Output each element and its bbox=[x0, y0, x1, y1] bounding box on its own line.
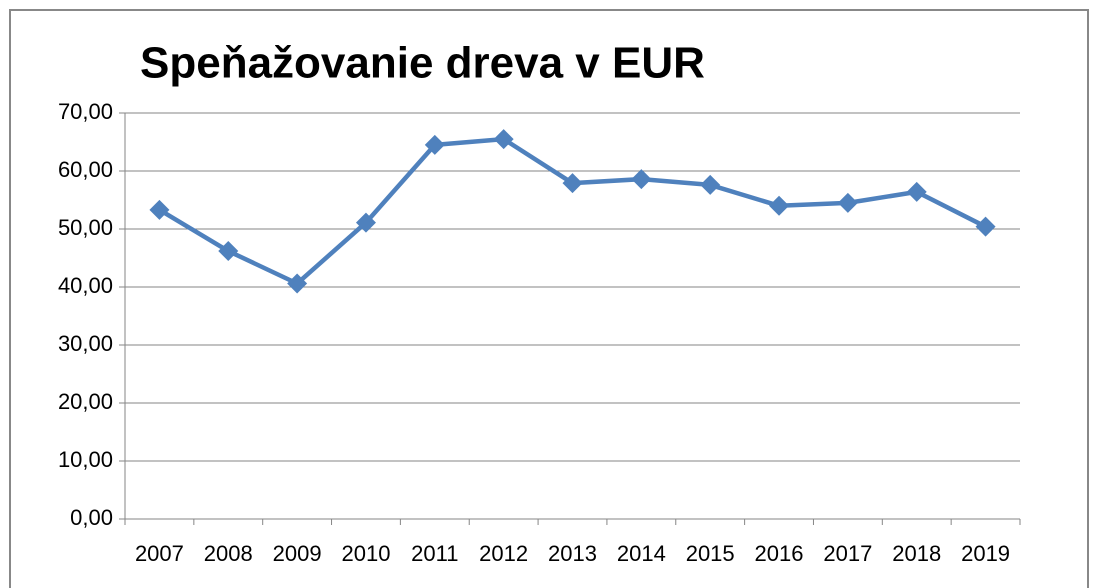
marker bbox=[769, 195, 790, 216]
marker bbox=[355, 212, 376, 233]
y-tick-label: 70,00 bbox=[58, 99, 113, 124]
chart-frame bbox=[9, 9, 1089, 588]
marker bbox=[424, 134, 445, 155]
x-tick-label: 2015 bbox=[686, 541, 735, 566]
y-tick-label: 30,00 bbox=[58, 331, 113, 356]
x-tick-label: 2014 bbox=[617, 541, 666, 566]
x-tick-label: 2008 bbox=[204, 541, 253, 566]
marker bbox=[700, 174, 721, 195]
x-tick-label: 2018 bbox=[892, 541, 941, 566]
marker bbox=[975, 216, 996, 237]
y-tick-label: 20,00 bbox=[58, 389, 113, 414]
y-tick-label: 10,00 bbox=[58, 447, 113, 472]
marker bbox=[218, 241, 239, 262]
x-tick-label: 2017 bbox=[823, 541, 872, 566]
x-tick-label: 2016 bbox=[755, 541, 804, 566]
x-tick-label: 2011 bbox=[411, 541, 458, 566]
marker bbox=[906, 181, 927, 202]
marker bbox=[562, 173, 583, 194]
x-tick-label: 2012 bbox=[479, 541, 528, 566]
y-tick-label: 40,00 bbox=[58, 273, 113, 298]
marker bbox=[631, 169, 652, 190]
x-tick-label: 2010 bbox=[341, 541, 390, 566]
x-tick-label: 2019 bbox=[961, 541, 1010, 566]
y-tick-label: 60,00 bbox=[58, 157, 113, 182]
x-tick-label: 2007 bbox=[135, 541, 184, 566]
y-tick-label: 50,00 bbox=[58, 215, 113, 240]
marker bbox=[837, 192, 858, 213]
x-tick-label: 2009 bbox=[273, 541, 322, 566]
marker bbox=[287, 273, 308, 294]
marker bbox=[149, 199, 170, 220]
chart-title: Speňažovanie dreva v EUR bbox=[140, 39, 705, 88]
marker bbox=[493, 129, 514, 150]
y-tick-label: 0,00 bbox=[70, 505, 113, 530]
x-tick-label: 2013 bbox=[548, 541, 597, 566]
